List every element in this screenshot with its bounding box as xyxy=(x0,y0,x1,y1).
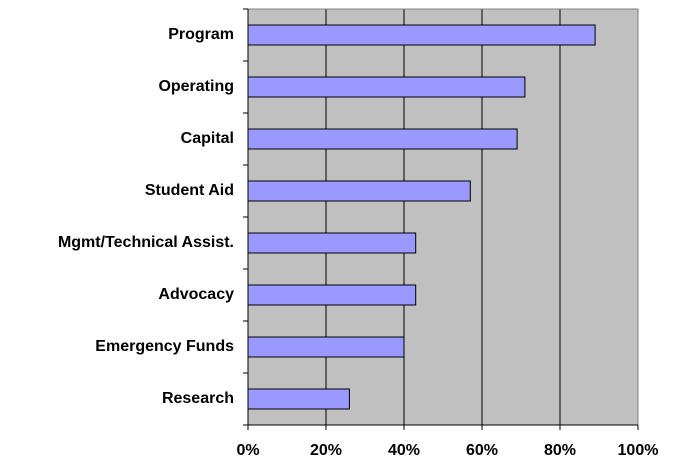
x-tick-label: 0% xyxy=(236,442,259,459)
bar xyxy=(247,128,518,150)
bar xyxy=(247,284,417,306)
bar xyxy=(247,336,405,358)
y-tick-label: Capital xyxy=(181,130,234,147)
x-tick-label: 20% xyxy=(310,442,342,459)
x-tick-label: 100% xyxy=(618,442,659,459)
y-tick-label: Program xyxy=(168,26,234,43)
y-tick-label: Student Aid xyxy=(145,182,234,199)
y-tick-label: Operating xyxy=(158,78,234,95)
plot-area xyxy=(248,9,638,425)
bar xyxy=(247,24,596,46)
y-tick-label: Advocacy xyxy=(158,286,234,303)
x-tick-label: 80% xyxy=(544,442,576,459)
bar xyxy=(247,388,350,410)
y-tick-label: Research xyxy=(162,390,234,407)
bar xyxy=(247,232,417,254)
y-tick-label: Emergency Funds xyxy=(95,338,234,355)
y-tick-label: Mgmt/Technical Assist. xyxy=(58,234,234,251)
bar xyxy=(247,180,471,202)
x-tick-label: 60% xyxy=(466,442,498,459)
x-tick-label: 40% xyxy=(388,442,420,459)
bar xyxy=(247,76,526,98)
